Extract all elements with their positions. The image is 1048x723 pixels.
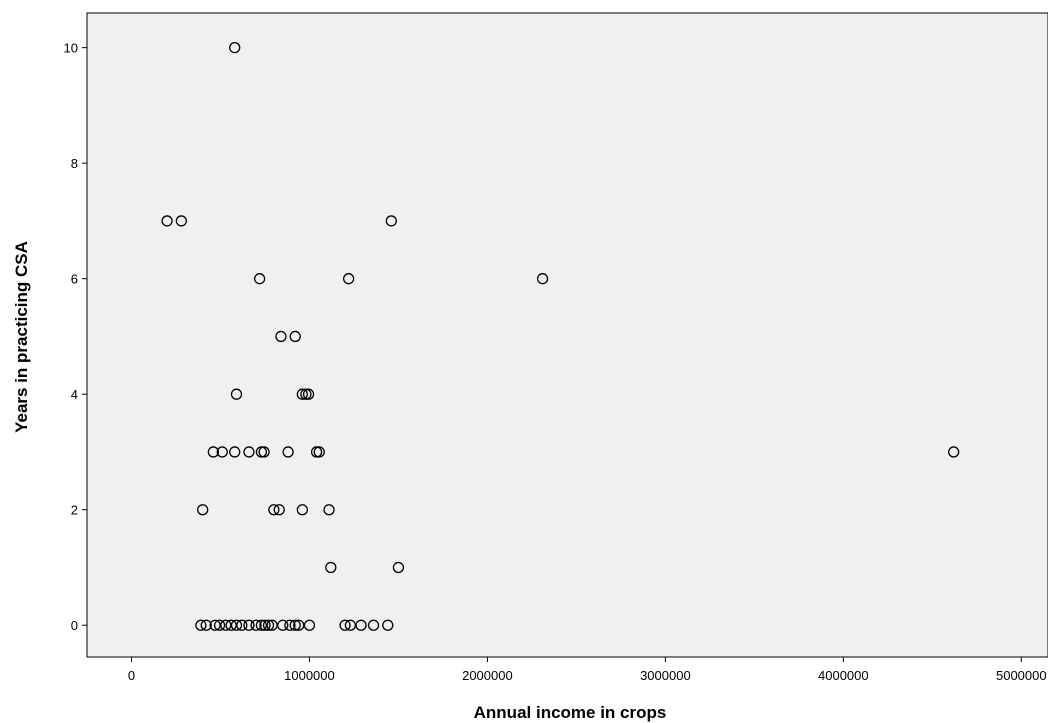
- data-point: [259, 619, 271, 631]
- data-point: [296, 504, 308, 516]
- data-point: [216, 446, 228, 458]
- data-point: [207, 446, 220, 458]
- data-point: [313, 446, 325, 458]
- data-point: [236, 619, 248, 631]
- data-point: [325, 561, 337, 574]
- plot-area: [86, 12, 1048, 658]
- data-points: [161, 42, 960, 631]
- data-point: [243, 619, 255, 631]
- y-tick-label: 8: [71, 156, 78, 171]
- data-point: [230, 619, 243, 631]
- data-point: [243, 446, 255, 458]
- data-point: [268, 504, 280, 516]
- data-point: [220, 619, 232, 631]
- data-point: [382, 619, 394, 631]
- y-tick-label: 0: [71, 618, 78, 633]
- data-point: [262, 619, 275, 631]
- data-point: [200, 619, 212, 631]
- data-point: [289, 330, 301, 343]
- y-tick-label: 6: [71, 272, 78, 287]
- data-point: [230, 388, 243, 400]
- data-point: [255, 619, 268, 631]
- data-point: [310, 446, 323, 458]
- data-point: [342, 273, 355, 285]
- x-tick-label: 0: [128, 668, 135, 683]
- x-tick-label: 5000000: [996, 668, 1047, 683]
- data-point: [229, 446, 241, 458]
- data-point: [355, 619, 367, 631]
- data-point: [258, 446, 270, 458]
- data-point: [296, 388, 308, 400]
- y-tick-label: 10: [64, 41, 78, 56]
- data-point: [948, 446, 960, 458]
- data-point: [209, 619, 221, 631]
- data-point: [302, 388, 315, 400]
- data-point: [300, 388, 312, 400]
- data-point: [385, 215, 397, 227]
- data-point: [161, 215, 173, 227]
- data-point: [282, 446, 294, 458]
- data-point: [229, 42, 241, 54]
- data-point: [392, 561, 405, 574]
- y-axis-title: Years in practicing CSA: [12, 241, 31, 433]
- data-point: [277, 619, 289, 631]
- data-point: [536, 273, 549, 285]
- data-point: [250, 619, 262, 631]
- data-point: [273, 504, 285, 516]
- data-point: [253, 273, 266, 285]
- data-point: [289, 619, 301, 631]
- y-tick-label: 4: [71, 387, 78, 402]
- data-point: [255, 446, 268, 458]
- data-point: [195, 619, 207, 631]
- data-point: [339, 619, 351, 631]
- data-point: [323, 504, 335, 516]
- data-point: [197, 504, 209, 516]
- data-point: [213, 619, 226, 631]
- data-point: [175, 215, 187, 227]
- y-tick-label: 2: [71, 503, 78, 518]
- x-axis-title: Annual income in crops: [474, 703, 667, 722]
- data-point: [284, 619, 296, 631]
- data-point: [266, 619, 278, 631]
- data-point: [275, 330, 287, 343]
- data-point: [293, 619, 305, 631]
- x-tick-label: 3000000: [640, 668, 691, 683]
- data-point: [344, 619, 357, 631]
- data-point: [225, 619, 237, 631]
- x-tick-label: 1000000: [284, 668, 335, 683]
- x-axis: 0 1000000 2000000 3000000 4000000 5000000: [128, 657, 1047, 683]
- y-axis: 0 2 4 6 8 10: [64, 41, 87, 633]
- data-point: [303, 619, 316, 631]
- x-tick-label: 2000000: [462, 668, 513, 683]
- x-tick-label: 4000000: [818, 668, 869, 683]
- data-point: [367, 619, 380, 631]
